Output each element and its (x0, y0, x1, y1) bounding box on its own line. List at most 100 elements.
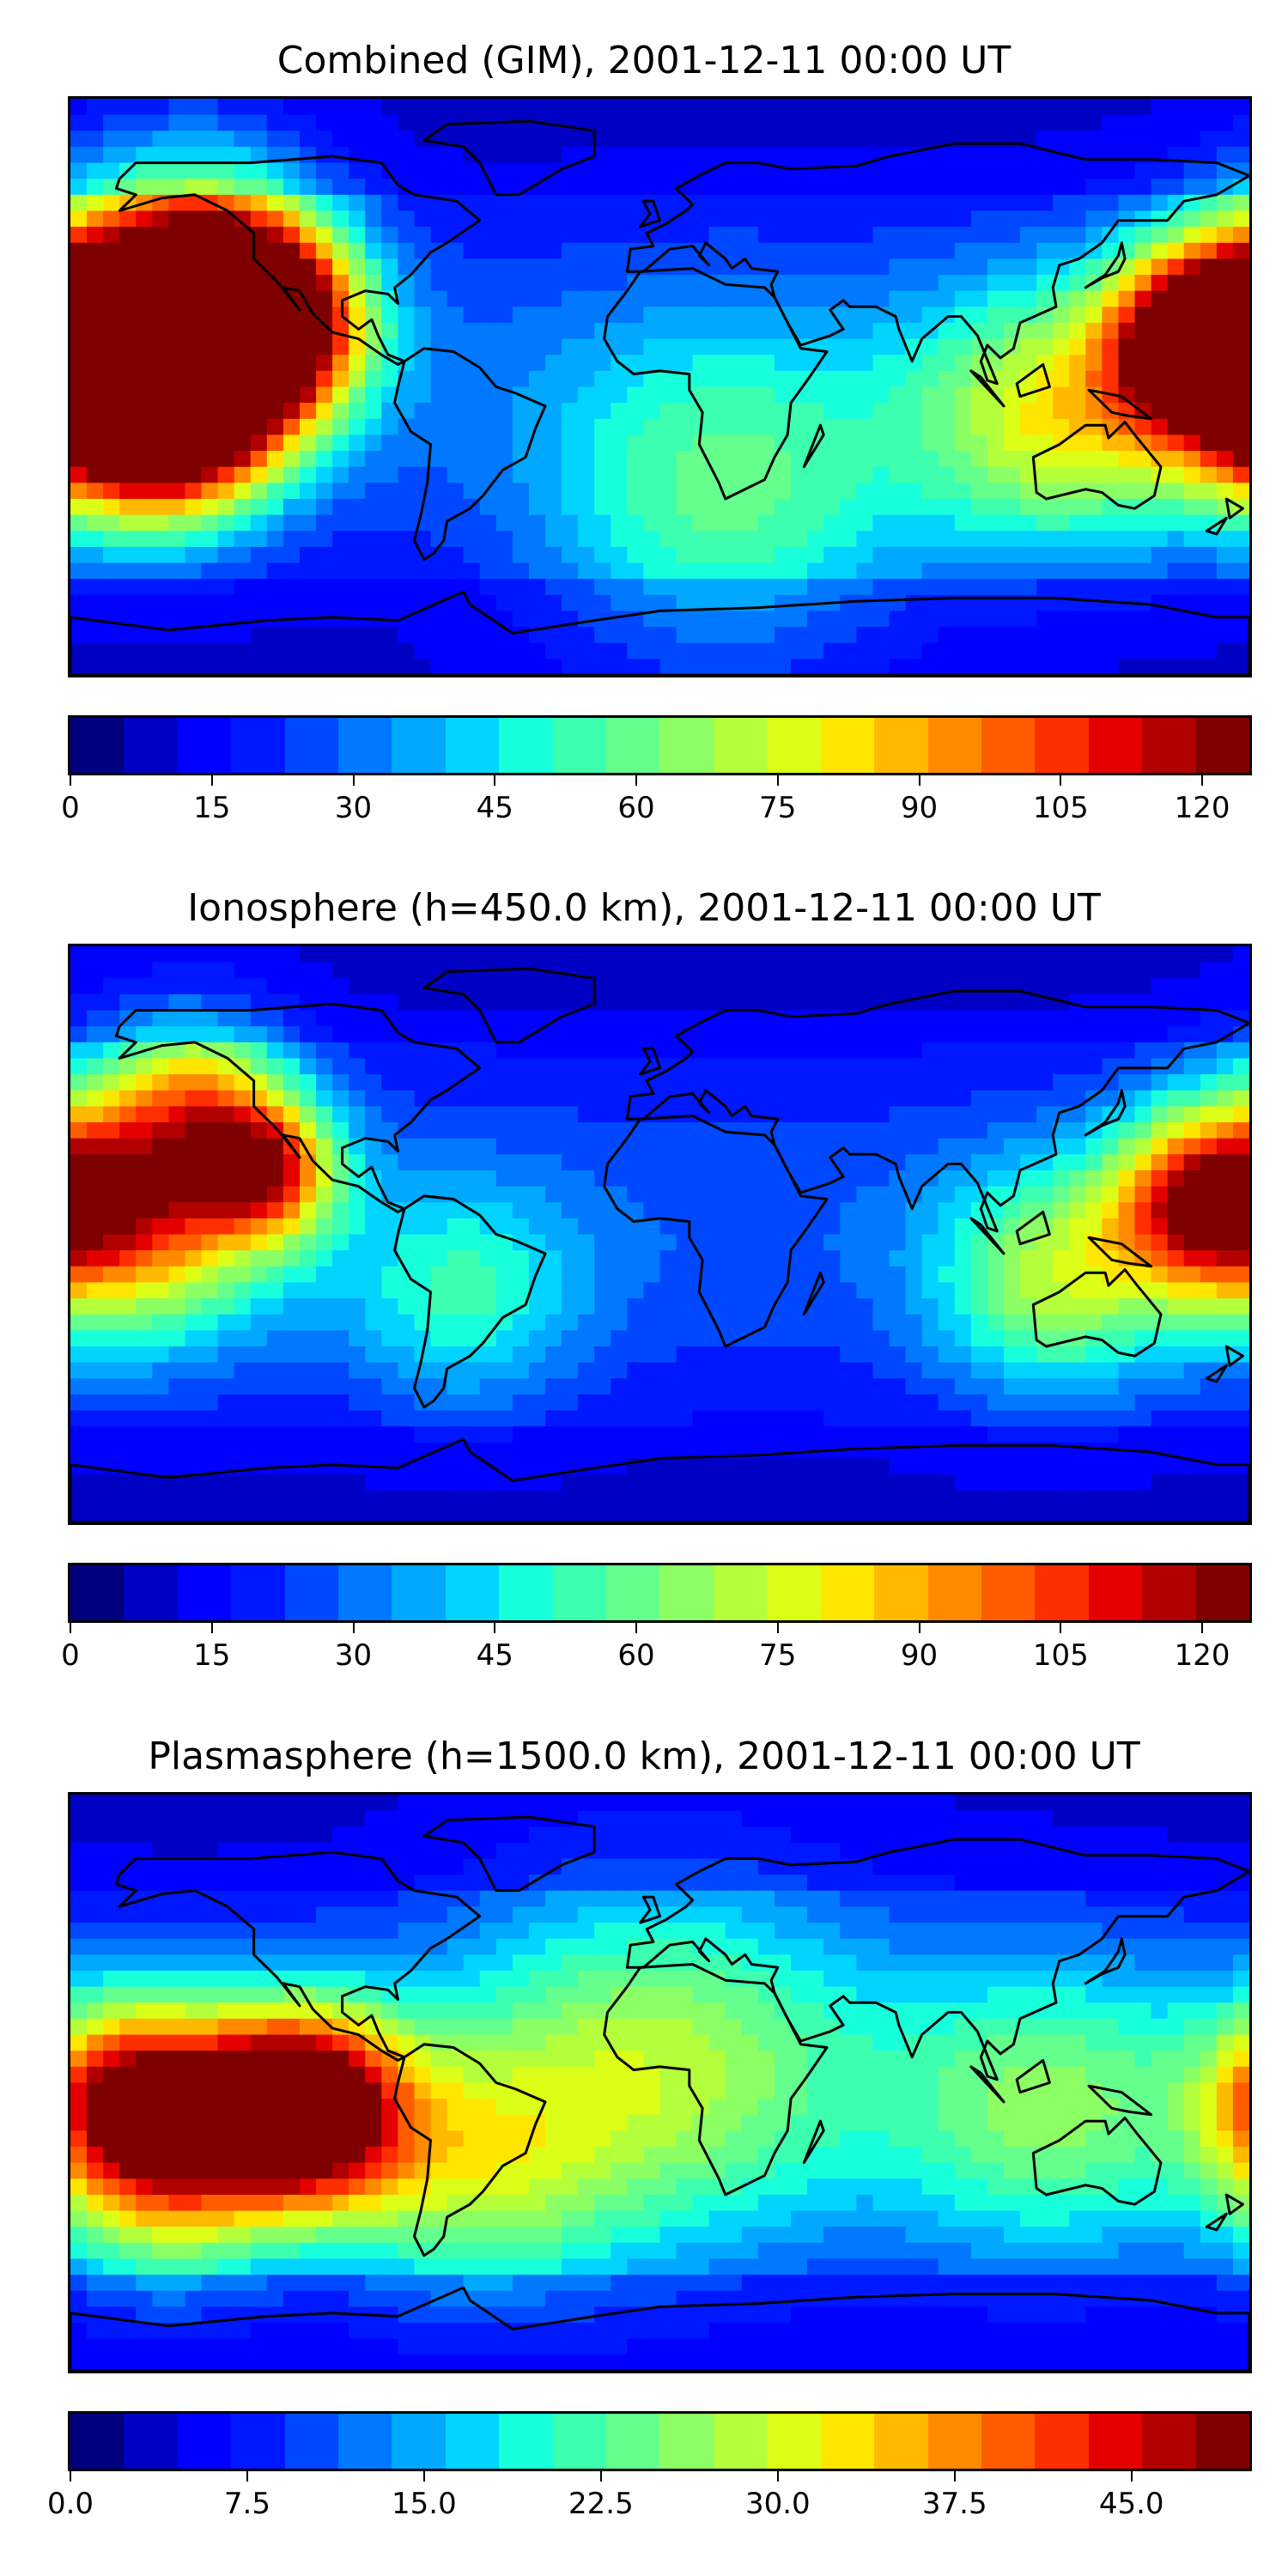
contour-cell (1003, 1042, 1021, 1060)
contour-cell (250, 131, 268, 148)
contour-cell (905, 242, 923, 259)
contour-cell (954, 1298, 972, 1315)
contour-cell (152, 562, 170, 580)
contour-cell (578, 1378, 595, 1395)
contour-cell (234, 611, 252, 628)
contour-cell (217, 546, 235, 564)
contour-cell (381, 1314, 398, 1331)
contour-cell (1069, 162, 1086, 179)
contour-cell (1020, 627, 1037, 644)
contour-cell (283, 1234, 301, 1251)
contour-cell (119, 434, 137, 452)
contour-cell (643, 1314, 661, 1331)
contour-cell (70, 627, 88, 644)
contour-cell (1118, 131, 1136, 148)
contour-cell (954, 355, 972, 372)
contour-cell (70, 1506, 88, 1522)
contour-cell (119, 546, 137, 564)
contour-cell (398, 1298, 416, 1315)
contour-cell (168, 1106, 186, 1123)
contour-cell (103, 1010, 120, 1027)
contour-cell (430, 483, 448, 500)
contour-cell (250, 562, 268, 580)
contour-cell (545, 1202, 562, 1219)
contour-cell (856, 210, 874, 228)
contour-cell (1118, 1218, 1136, 1236)
contour-cell (692, 946, 710, 963)
contour-cell (970, 579, 988, 596)
contour-cell (103, 562, 120, 580)
contour-cell (889, 194, 907, 212)
contour-cell (856, 1090, 874, 1107)
contour-cell (676, 594, 694, 612)
contour-cell (807, 162, 824, 179)
contour-cell (1118, 483, 1136, 500)
contour-cell (840, 642, 857, 659)
contour-cell (398, 498, 416, 516)
contour-cell (643, 546, 661, 564)
contour-cell (708, 1042, 726, 1060)
contour-cell (512, 579, 530, 596)
contour-cell (430, 642, 448, 659)
contour-cell (365, 307, 382, 324)
contour-cell (1036, 1250, 1054, 1267)
contour-cell (299, 1074, 317, 1091)
contour-cell (103, 242, 120, 259)
contour-cell (1020, 403, 1037, 420)
contour-cell (1085, 258, 1103, 276)
contour-cell (299, 978, 317, 995)
contour-cell (725, 338, 743, 355)
colorbar (68, 715, 1252, 775)
contour-cell (119, 99, 137, 116)
contour-cell (938, 659, 956, 675)
map-title: Combined (GIM), 2001-12-11 00:00 UT (276, 39, 1012, 82)
contour-cell (414, 1010, 432, 1027)
contour-cell (234, 114, 252, 131)
contour-cell (1151, 498, 1169, 516)
contour-cell (119, 579, 137, 596)
contour-cell (905, 594, 923, 612)
contour-cell (823, 386, 841, 404)
contour-cell (807, 275, 824, 292)
contour-cell (70, 386, 88, 404)
contour-cell (659, 146, 677, 164)
contour-cell (365, 1106, 382, 1123)
contour-cell (87, 258, 104, 276)
contour-cell (201, 1090, 219, 1107)
contour-cell (1183, 594, 1201, 612)
contour-cell (578, 978, 595, 995)
contour-cell (103, 1266, 120, 1284)
contour-cell (349, 1106, 366, 1123)
contour-cell (921, 275, 939, 292)
contour-cell (757, 434, 775, 452)
contour-cell (332, 1106, 349, 1123)
contour-cell (1102, 1346, 1120, 1364)
contour-cell (611, 227, 628, 244)
contour-cell (938, 993, 956, 1012)
contour-cell (201, 227, 219, 244)
contour-cell (954, 483, 972, 500)
contour-cell (774, 227, 792, 244)
contour-cell (1167, 466, 1185, 483)
contour-cell (643, 1378, 661, 1395)
contour-cell (741, 1250, 759, 1267)
contour-cell (495, 1458, 513, 1475)
contour-cell (70, 1410, 88, 1427)
contour-cell (70, 562, 88, 580)
contour-cell (217, 307, 235, 324)
contour-cell (234, 1266, 252, 1284)
contour-cell (643, 498, 661, 516)
contour-cell (332, 1282, 349, 1299)
contour-cell (643, 946, 661, 963)
contour-cell (970, 1394, 988, 1412)
contour-cell (791, 1026, 808, 1043)
contour-cell (692, 1186, 710, 1203)
contour-cell (234, 659, 252, 675)
contour-cell (562, 418, 579, 436)
contour-cell (562, 258, 579, 276)
contour-cell (807, 531, 824, 548)
contour-cell (1020, 322, 1037, 340)
contour-cell (708, 946, 726, 963)
contour-cell (217, 1186, 235, 1203)
contour-cell (578, 1410, 595, 1427)
